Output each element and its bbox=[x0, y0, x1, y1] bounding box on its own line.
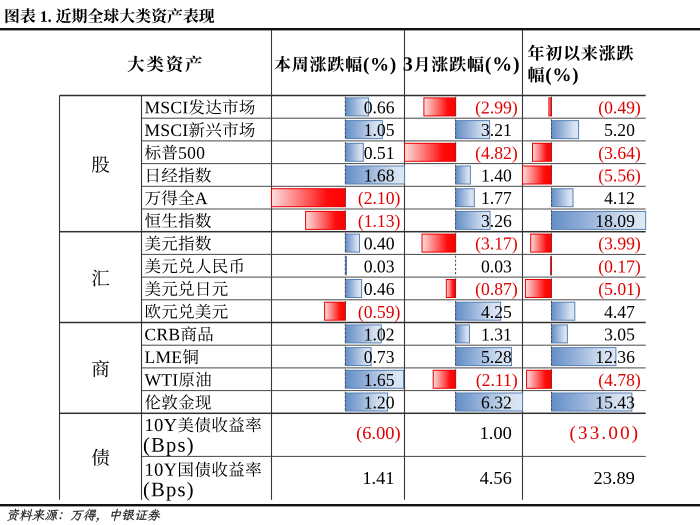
svg-text:1.05: 1.05 bbox=[364, 120, 395, 140]
svg-text:(0.17): (0.17) bbox=[598, 256, 641, 276]
svg-text:0.03: 0.03 bbox=[481, 256, 512, 276]
svg-text:0.40: 0.40 bbox=[364, 234, 395, 254]
svg-text:(0.59): (0.59) bbox=[358, 302, 401, 322]
svg-text:0.73: 0.73 bbox=[364, 347, 395, 367]
svg-text:(1.13): (1.13) bbox=[358, 211, 401, 231]
svg-text:4.56: 4.56 bbox=[480, 468, 512, 488]
svg-text:(33.00): (33.00) bbox=[570, 423, 641, 444]
svg-text:0.03: 0.03 bbox=[364, 256, 395, 276]
svg-text:(5.01): (5.01) bbox=[598, 279, 641, 299]
svg-text:5.28: 5.28 bbox=[481, 347, 512, 367]
svg-text:3.26: 3.26 bbox=[481, 211, 512, 231]
svg-text:1.41: 1.41 bbox=[362, 468, 394, 488]
svg-text:12.36: 12.36 bbox=[595, 347, 635, 367]
svg-text:15.43: 15.43 bbox=[595, 393, 635, 413]
svg-text:0.66: 0.66 bbox=[364, 97, 395, 117]
svg-text:1.20: 1.20 bbox=[364, 393, 395, 413]
svg-text:3.05: 3.05 bbox=[604, 325, 635, 345]
svg-text:4.25: 4.25 bbox=[481, 302, 512, 322]
svg-text:0.46: 0.46 bbox=[364, 279, 395, 299]
svg-text:(2.99): (2.99) bbox=[475, 97, 518, 117]
svg-text:(4.78): (4.78) bbox=[598, 370, 641, 390]
svg-text:23.89: 23.89 bbox=[594, 468, 635, 488]
svg-text:5.20: 5.20 bbox=[604, 120, 635, 140]
svg-text:(5.56): (5.56) bbox=[598, 166, 641, 186]
svg-text:0.51: 0.51 bbox=[364, 143, 395, 163]
svg-text:3.21: 3.21 bbox=[481, 120, 512, 140]
svg-text:(3.64): (3.64) bbox=[598, 143, 641, 163]
svg-text:(3.99): (3.99) bbox=[598, 234, 641, 254]
svg-text:4.47: 4.47 bbox=[604, 302, 635, 322]
svg-text:6.32: 6.32 bbox=[481, 393, 512, 413]
svg-text:18.09: 18.09 bbox=[595, 211, 635, 231]
svg-text:1.65: 1.65 bbox=[364, 370, 395, 390]
svg-text:(3.17): (3.17) bbox=[475, 234, 518, 254]
svg-text:(2.10): (2.10) bbox=[358, 188, 401, 208]
svg-text:1.40: 1.40 bbox=[481, 166, 512, 186]
svg-text:4.12: 4.12 bbox=[604, 188, 635, 208]
svg-text:1.77: 1.77 bbox=[481, 188, 512, 208]
svg-text:(0.49): (0.49) bbox=[598, 97, 641, 117]
svg-text:1.68: 1.68 bbox=[364, 166, 395, 186]
svg-text:1.31: 1.31 bbox=[481, 325, 512, 345]
svg-text:(2.11): (2.11) bbox=[476, 370, 518, 390]
svg-text:(6.00): (6.00) bbox=[356, 423, 400, 444]
svg-text:(0.87): (0.87) bbox=[475, 279, 518, 299]
svg-text:1.00: 1.00 bbox=[480, 423, 512, 443]
svg-text:(4.82): (4.82) bbox=[475, 143, 518, 163]
svg-text:1.02: 1.02 bbox=[364, 325, 395, 345]
